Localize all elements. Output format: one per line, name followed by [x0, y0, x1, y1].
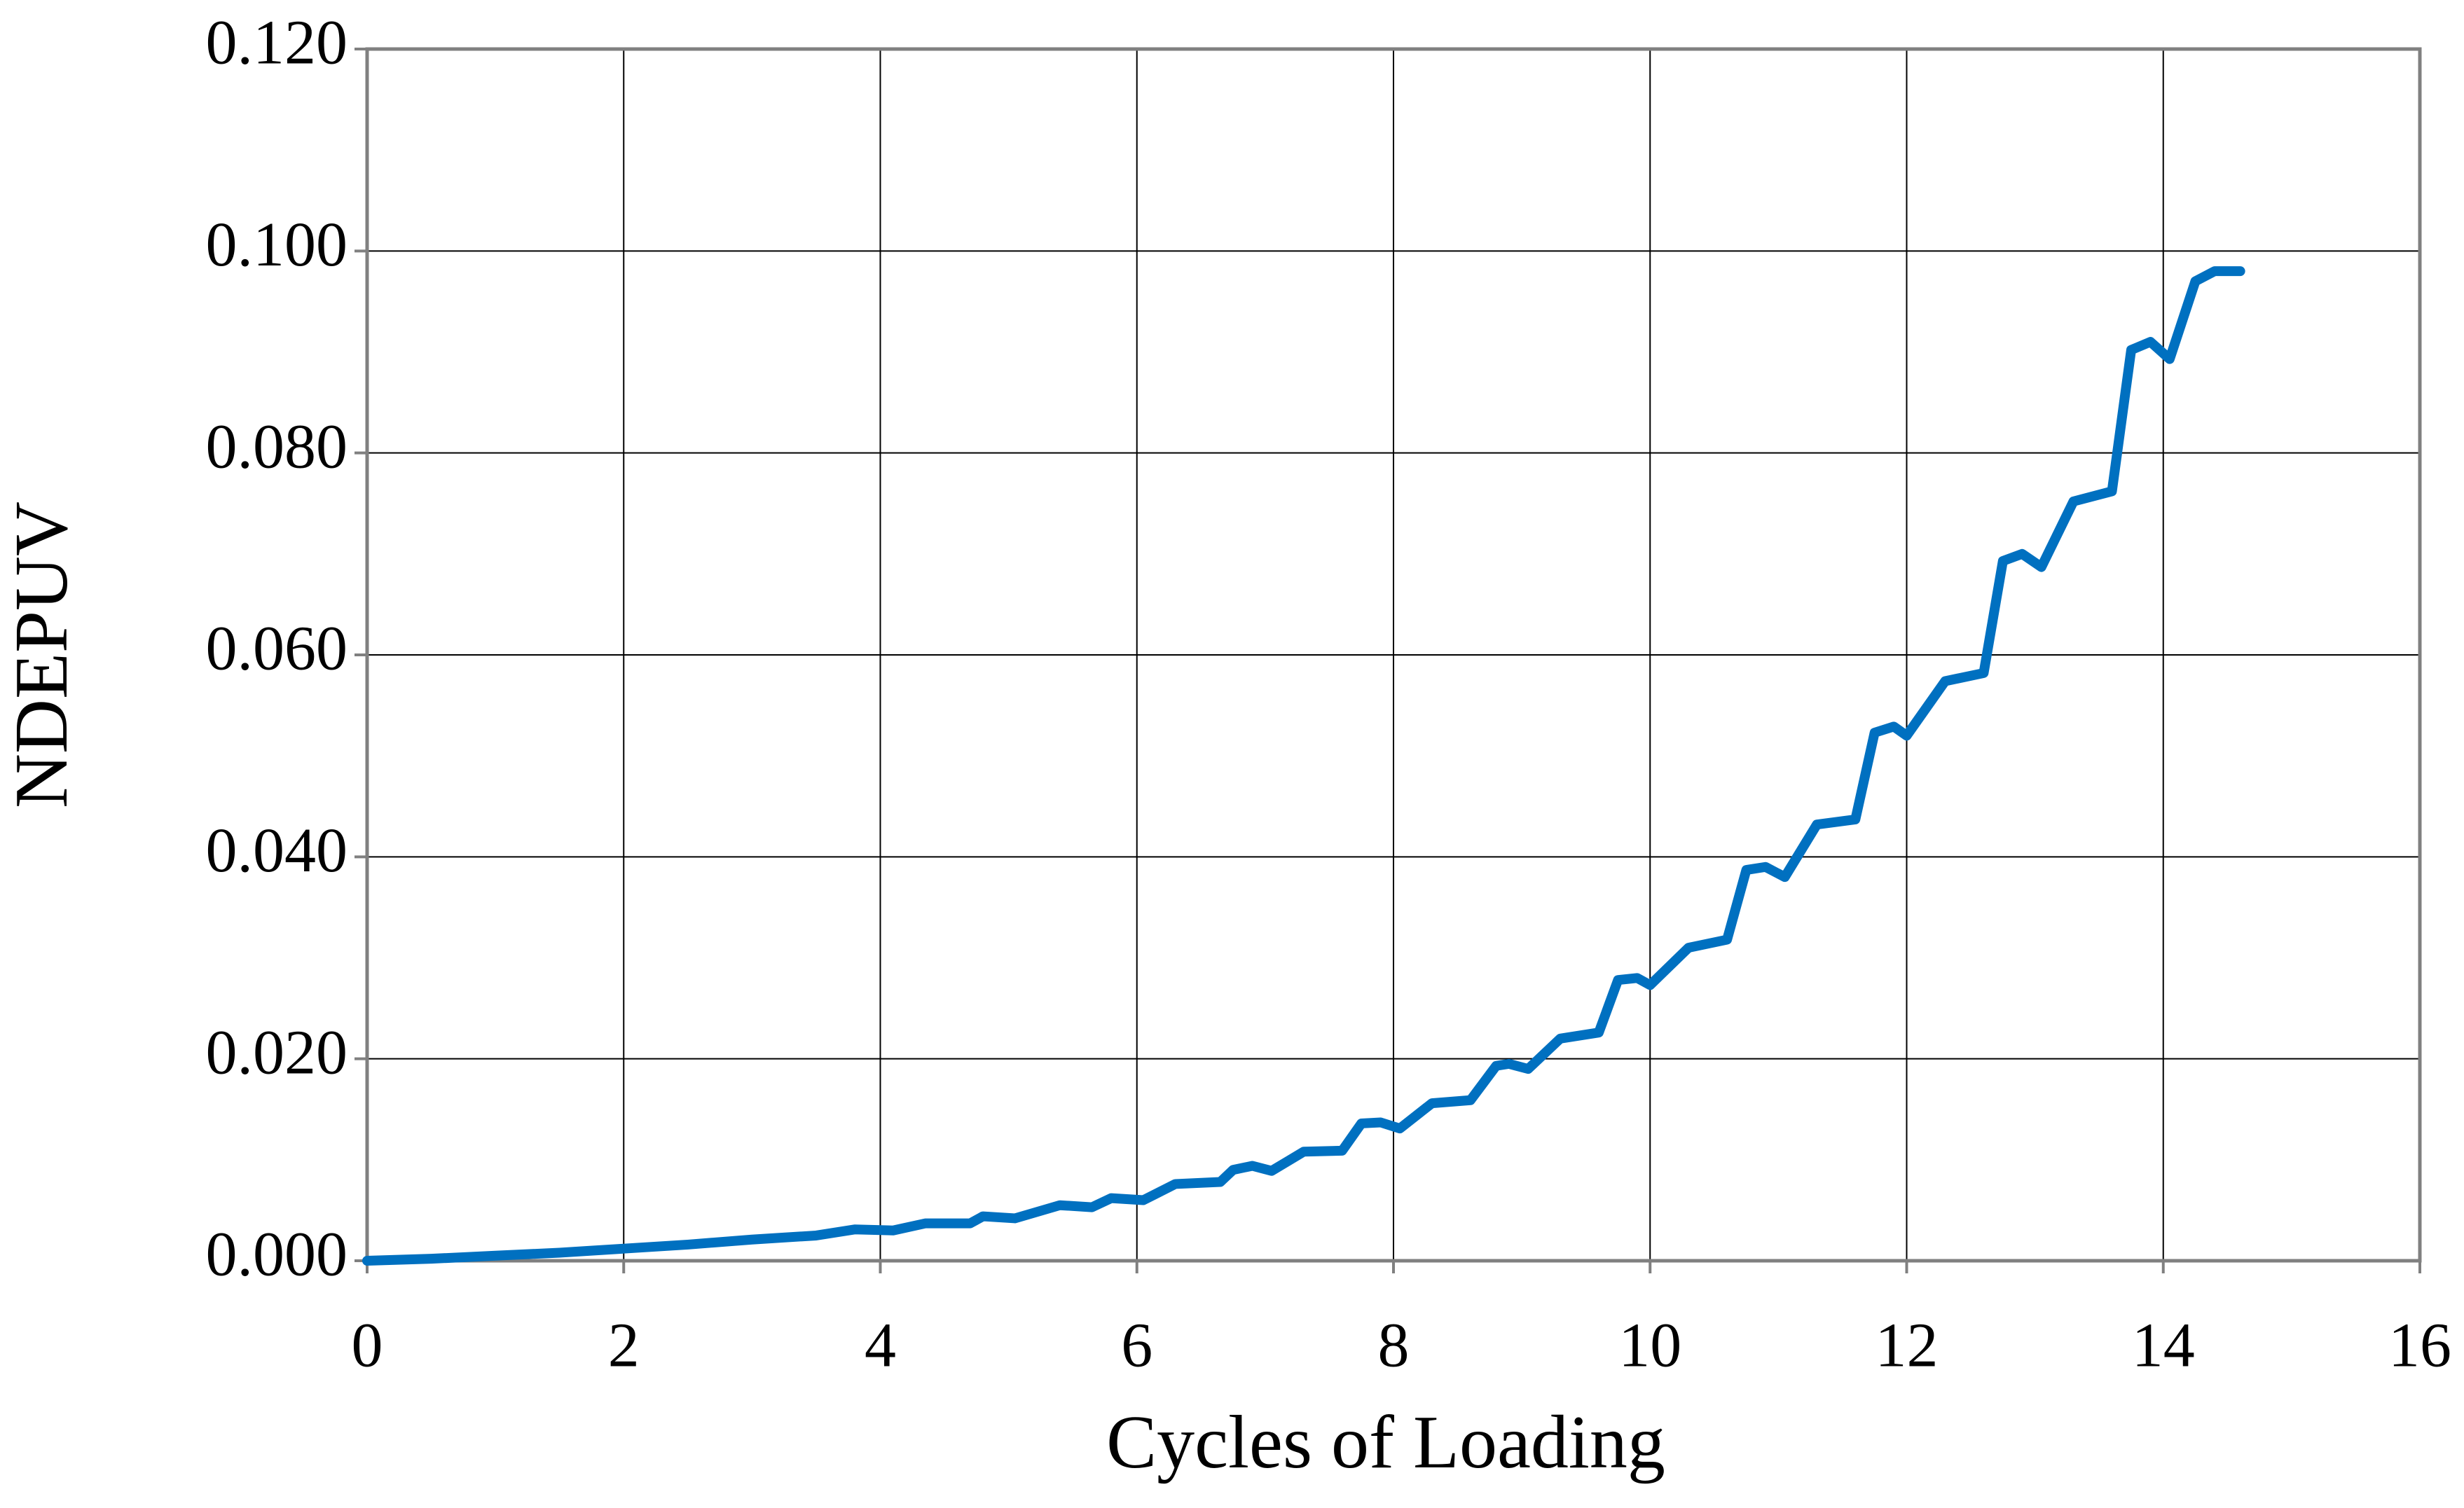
y-axis-label: NDEPUV [0, 501, 83, 808]
x-axis-label: Cycles of Loading [1106, 1401, 1665, 1484]
x-tick-label: 12 [1875, 1311, 1939, 1381]
x-tick-label: 4 [865, 1311, 896, 1381]
y-tick-label: 0.040 [206, 816, 348, 885]
data-line [362, 266, 2245, 1266]
y-tick-label: 0.080 [206, 412, 348, 481]
x-tick-label: 2 [608, 1311, 640, 1381]
x-tick-label: 14 [2132, 1311, 2195, 1381]
y-tick-label: 0.120 [206, 8, 348, 78]
x-tick-label: 10 [1618, 1311, 1681, 1381]
y-tick-label: 0.000 [206, 1220, 348, 1289]
x-tick-label: 16 [2388, 1311, 2451, 1381]
x-tick-label: 8 [1378, 1311, 1410, 1381]
y-tick-label: 0.020 [206, 1018, 348, 1087]
y-tick-label: 0.060 [206, 614, 348, 684]
y-tick-label: 0.100 [206, 210, 348, 279]
x-tick-label: 0 [352, 1311, 383, 1381]
x-tick-label: 6 [1121, 1311, 1152, 1381]
plot-frame [365, 47, 2422, 1263]
